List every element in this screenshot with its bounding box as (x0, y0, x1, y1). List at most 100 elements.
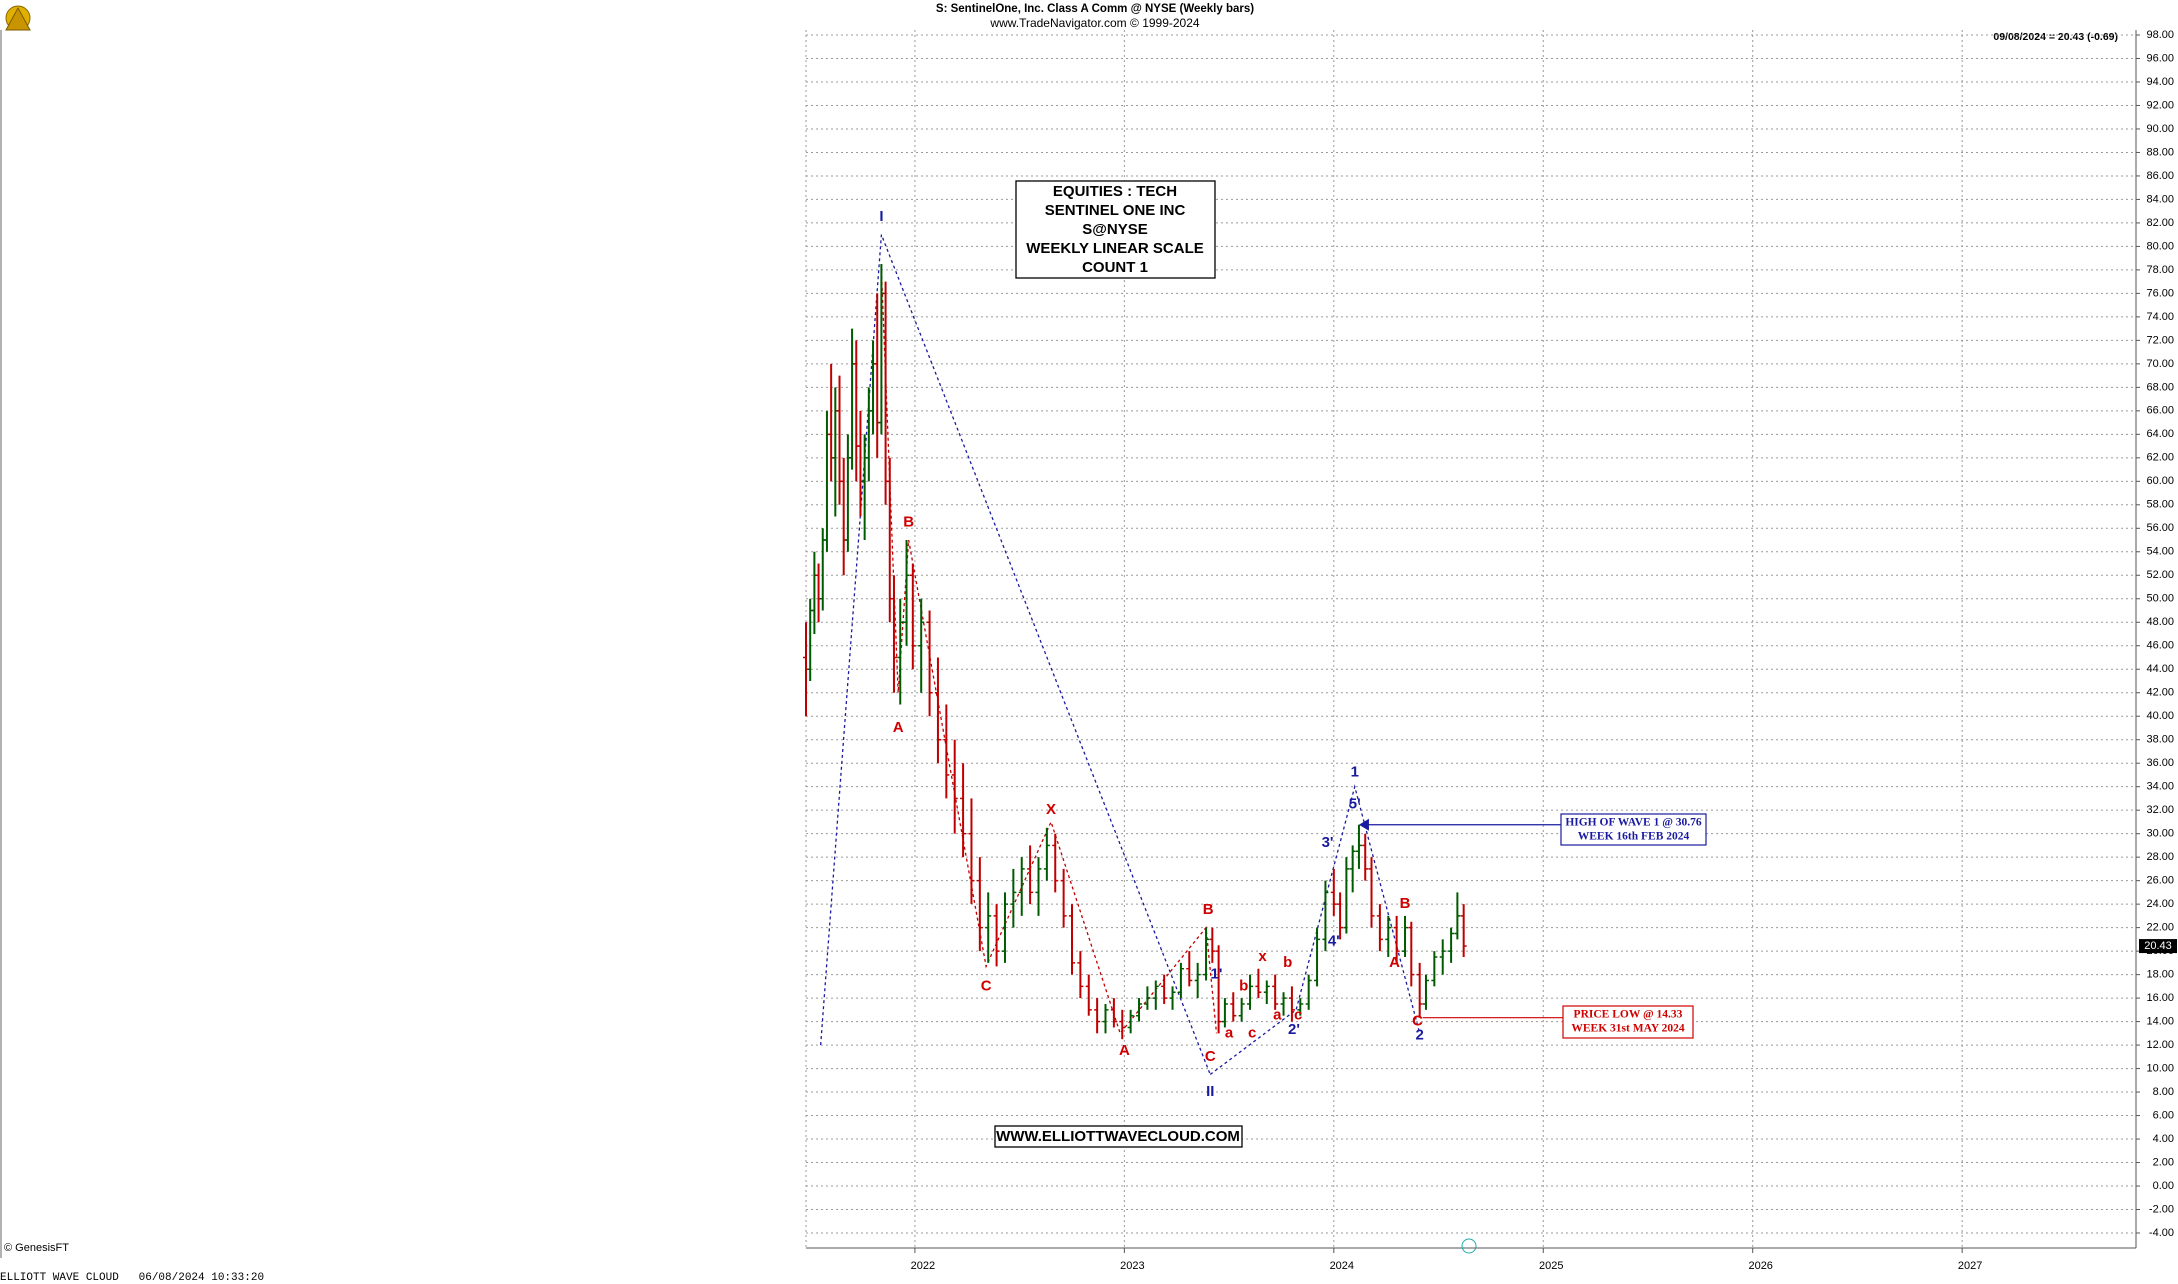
y-tick-label: 36.00 (2146, 757, 2174, 769)
wave-line (880, 269, 1218, 1035)
callout-arrow (1358, 818, 1369, 831)
wave-label: B (1203, 901, 1214, 918)
x-tick-label: 2027 (1958, 1260, 1982, 1272)
y-tick-label: 50.00 (2146, 593, 2174, 605)
x-tick-label: 2022 (911, 1260, 935, 1272)
wave-label: a (1225, 1024, 1234, 1041)
last-quote: 09/08/2024 = 20.43 (-0.69) (1993, 31, 2118, 43)
chart-title: S: SentinelOne, Inc. Class A Comm @ NYSE… (936, 3, 1254, 15)
wave-label: x (1258, 948, 1267, 965)
y-tick-label: 30.00 (2146, 828, 2174, 840)
y-tick-label: 70.00 (2146, 358, 2174, 370)
wave-label: C (1205, 1048, 1216, 1065)
y-tick-label: 44.00 (2146, 663, 2174, 675)
y-tick-label: 72.00 (2146, 334, 2174, 346)
wave-label: X (1046, 801, 1056, 818)
x-tick-label: 2023 (1120, 1260, 1144, 1272)
y-tick-label: 0.00 (2153, 1180, 2174, 1192)
callout-box (1562, 1005, 1694, 1039)
wave-label: C (1412, 1013, 1423, 1030)
info-box-line: WEEKLY LINEAR SCALE (1026, 240, 1204, 257)
wave-label: 4' (1328, 933, 1340, 950)
footer: ELLIOTT WAVE CLOUD 06/08/2024 10:33:20 (0, 1272, 264, 1284)
y-tick-label: 94.00 (2146, 76, 2174, 88)
wave-label: B (903, 513, 914, 530)
y-tick-label: 98.00 (2146, 29, 2174, 41)
info-box (1015, 180, 1216, 279)
y-tick-label: 32.00 (2146, 804, 2174, 816)
y-tick-label: 68.00 (2146, 381, 2174, 393)
y-tick-label: 40.00 (2146, 710, 2174, 722)
y-tick-label: -4.00 (2149, 1227, 2174, 1239)
y-tick-label: 38.00 (2146, 734, 2174, 746)
y-tick-label: 74.00 (2146, 311, 2174, 323)
y-tick-label: 76.00 (2146, 287, 2174, 299)
info-box-line: S@NYSE (1082, 221, 1147, 238)
y-tick-label: -2.00 (2149, 1203, 2174, 1215)
y-tick-label: 62.00 (2146, 452, 2174, 464)
wave-label: 2 (1416, 1027, 1424, 1044)
y-tick-label: 12.00 (2146, 1039, 2174, 1051)
last-price-label: 20.43 (2144, 940, 2172, 952)
y-tick-label: 26.00 (2146, 875, 2174, 887)
website: WWW.ELLIOTTWAVECLOUD.COM (996, 1128, 1240, 1145)
callout-text: PRICE LOW @ 14.33 (1574, 1009, 1683, 1021)
y-tick-label: 84.00 (2146, 193, 2174, 205)
wave-label: c (1294, 1007, 1302, 1024)
logo (5, 5, 31, 31)
y-tick-label: 22.00 (2146, 922, 2174, 934)
y-tick-label: 86.00 (2146, 170, 2174, 182)
y-tick-label: 4.00 (2153, 1133, 2174, 1145)
y-tick-label: 92.00 (2146, 99, 2174, 111)
y-tick-label: 52.00 (2146, 569, 2174, 581)
wave-label: B (1400, 895, 1411, 912)
e-icon (1461, 1238, 1477, 1254)
y-tick-label: 46.00 (2146, 640, 2174, 652)
wave-label: 1 (1351, 764, 1359, 781)
callout-text: WEEK 31st MAY 2024 (1571, 1023, 1684, 1035)
callout-box (1560, 813, 1707, 846)
callout-text: HIGH OF WAVE 1 @ 30.76 (1565, 817, 1702, 829)
info-box-line: EQUITIES : TECH (1053, 183, 1177, 200)
y-tick-label: 58.00 (2146, 499, 2174, 511)
wave-label: 2' (1288, 1021, 1300, 1038)
wave-label: II (1206, 1083, 1214, 1100)
callout-text: WEEK 16th FEB 2024 (1578, 831, 1690, 843)
wave-label: a (1273, 1007, 1282, 1024)
y-tick-label: 24.00 (2146, 898, 2174, 910)
y-tick-label: 16.00 (2146, 992, 2174, 1004)
y-tick-label: 90.00 (2146, 123, 2174, 135)
info-box-line: SENTINEL ONE INC (1045, 202, 1186, 219)
wave-label: A (893, 719, 904, 736)
y-tick-label: 48.00 (2146, 616, 2174, 628)
y-tick-label: 82.00 (2146, 217, 2174, 229)
wave-label: b (1239, 977, 1248, 994)
y-tick-label: 18.00 (2146, 969, 2174, 981)
chart-subtitle: www.TradeNavigator.com © 1999-2024 (989, 16, 1199, 30)
wave-label: 3' (1322, 834, 1334, 851)
wave-label: A (1389, 954, 1400, 971)
copyright: © GenesisFT (4, 1242, 69, 1254)
y-tick-label: 54.00 (2146, 546, 2174, 558)
y-tick-label: 34.00 (2146, 781, 2174, 793)
wave-label: 1' (1211, 966, 1223, 983)
y-tick-label: 88.00 (2146, 146, 2174, 158)
y-tick-label: 10.00 (2146, 1062, 2174, 1074)
x-tick-label: 2026 (1748, 1260, 1772, 1272)
y-tick-label: 14.00 (2146, 1015, 2174, 1027)
y-tick-label: 42.00 (2146, 687, 2174, 699)
wave-label: b (1283, 954, 1292, 971)
x-tick-label: 2024 (1330, 1260, 1354, 1272)
price-bars (803, 264, 1467, 1040)
y-tick-label: 56.00 (2146, 522, 2174, 534)
y-tick-label: 64.00 (2146, 428, 2174, 440)
wave-label: A (1119, 1042, 1130, 1059)
wave-label: C (981, 977, 992, 994)
y-tick-label: 6.00 (2153, 1109, 2174, 1121)
last-price-tag (2139, 939, 2177, 954)
wave-label: I (879, 208, 883, 225)
x-tick-label: 2025 (1539, 1260, 1563, 1272)
info-box-line: COUNT 1 (1082, 259, 1148, 276)
y-tick-label: 60.00 (2146, 475, 2174, 487)
